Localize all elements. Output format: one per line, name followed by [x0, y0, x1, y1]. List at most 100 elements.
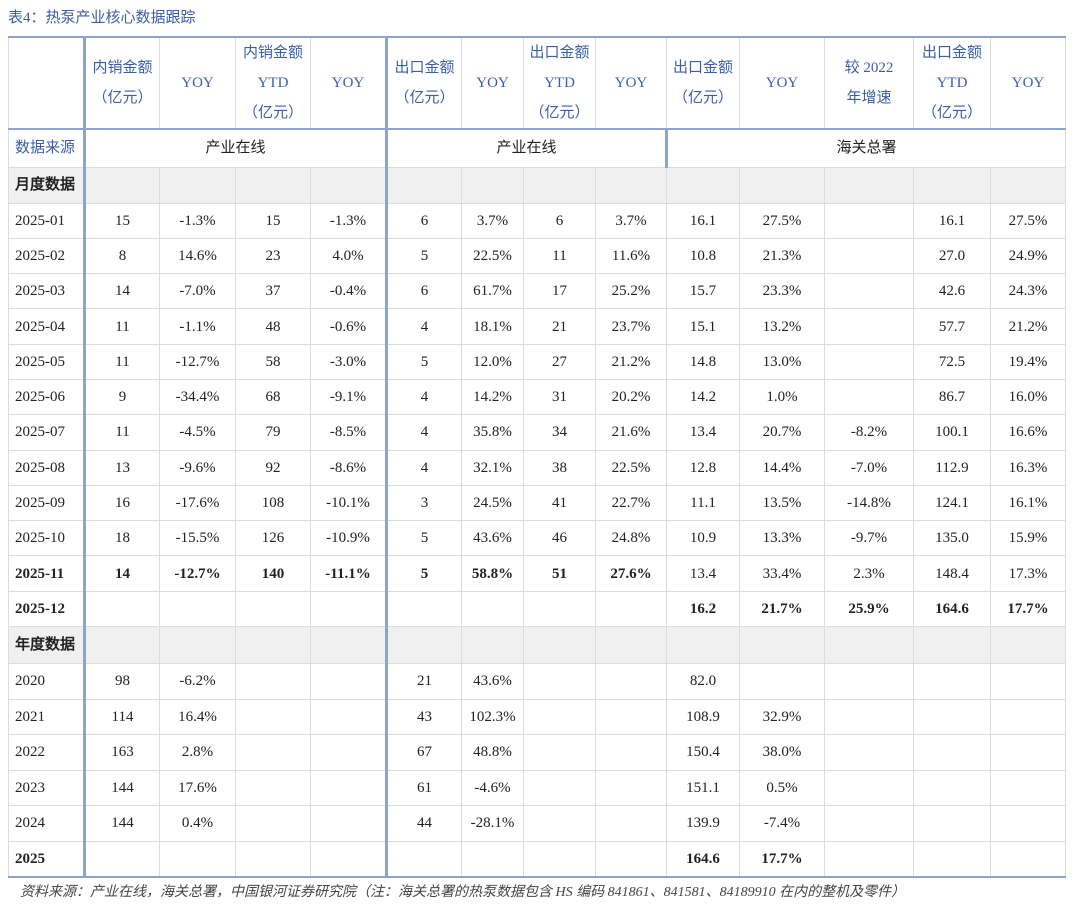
header-line: YOY — [331, 75, 365, 91]
data-cell: 17.6% — [159, 769, 236, 807]
data-cell — [824, 273, 914, 310]
data-cell: 124.1 — [913, 484, 991, 522]
header-line: YOY — [476, 75, 509, 91]
data-cell: 24.8% — [595, 520, 667, 557]
data-cell — [310, 769, 388, 807]
data-cell: -10.9% — [310, 520, 388, 557]
data-cell: 24.3% — [990, 273, 1066, 310]
data-cell: 35.8% — [461, 414, 524, 451]
data-cell: 51 — [523, 555, 596, 592]
data-table: 内销金额 （亿元） YOY 内销金额 YTD （亿元） YOY 出口金额 （亿元） YOY 出口金额… — [8, 36, 1066, 878]
data-cell: 17.7% — [739, 840, 825, 878]
data-cell — [595, 590, 667, 628]
data-cell: 14 — [84, 273, 160, 310]
row-label: 2025-12 — [8, 590, 86, 628]
header-line: 年增速 — [846, 90, 892, 106]
table-row: 2025 164.6 17.7% — [8, 840, 1066, 878]
source-group: 产业在线 — [84, 128, 388, 168]
data-cell: 58.8% — [461, 555, 524, 592]
source-group: 产业在线 — [386, 128, 668, 168]
column-header: 出口金额 YTD （亿元） — [523, 36, 596, 130]
data-cell: 12.8 — [666, 449, 740, 486]
data-cell — [235, 698, 311, 736]
data-cell — [913, 698, 991, 736]
data-cell: 100.1 — [913, 414, 991, 451]
row-label: 2020 — [8, 663, 86, 700]
data-cell: 135.0 — [913, 520, 991, 557]
data-cell: 2.8% — [159, 734, 236, 771]
section-label: 年度数据 — [8, 626, 86, 665]
column-header: YOY — [990, 36, 1066, 130]
data-cell — [235, 734, 311, 771]
data-cell: 21.3% — [739, 237, 825, 275]
data-cell: 23.3% — [739, 273, 825, 310]
data-cell: 4 — [386, 414, 462, 451]
data-cell: 114 — [84, 698, 160, 736]
data-cell: 4 — [386, 308, 462, 345]
data-cell: 23.7% — [595, 308, 667, 345]
data-cell — [595, 734, 667, 771]
header-line: YOY — [1011, 75, 1045, 91]
footnote: 资料来源：产业在线，海关总署，中国银河证券研究院（注：海关总署的热泵数据包含 H… — [20, 885, 906, 900]
data-cell: 13.2% — [739, 308, 825, 345]
data-cell: 4.0% — [310, 237, 388, 275]
data-cell: 32.9% — [739, 698, 825, 736]
data-cell: 10.8 — [666, 237, 740, 275]
row-label: 2025-08 — [8, 449, 86, 486]
data-cell: 0.4% — [159, 805, 236, 842]
data-cell: 11 — [84, 414, 160, 451]
column-header: YOY — [461, 36, 524, 130]
row-label: 2025 — [8, 840, 86, 878]
header-line: 出口金额 — [529, 45, 590, 61]
data-cell: 8 — [84, 237, 160, 275]
section-cell — [310, 166, 388, 204]
data-cell: 16.1% — [990, 484, 1066, 522]
data-cell: -9.6% — [159, 449, 236, 486]
data-cell: 23 — [235, 237, 311, 275]
data-cell: -8.2% — [824, 414, 914, 451]
data-cell: 1.0% — [739, 378, 825, 416]
data-cell — [913, 840, 991, 878]
data-cell: 43.6% — [461, 663, 524, 700]
data-cell — [386, 840, 462, 878]
data-cell: 31 — [523, 378, 596, 416]
header-line: YTD — [936, 75, 968, 91]
header-line: YOY — [614, 75, 648, 91]
row-label: 2025-03 — [8, 273, 86, 310]
data-cell: 27.6% — [595, 555, 667, 592]
data-cell — [84, 590, 160, 628]
data-cell — [235, 840, 311, 878]
data-cell: 14.8 — [666, 343, 740, 380]
data-cell: -1.3% — [159, 202, 236, 239]
data-cell: 164.6 — [666, 840, 740, 878]
data-cell: 11.6% — [595, 237, 667, 275]
data-cell: 11.1 — [666, 484, 740, 522]
data-cell: 68 — [235, 378, 311, 416]
data-cell: 32.1% — [461, 449, 524, 486]
data-cell: 17 — [523, 273, 596, 310]
data-cell: 44 — [386, 805, 462, 842]
data-cell: 21.6% — [595, 414, 667, 451]
column-header: 出口金额 YTD （亿元） — [913, 36, 991, 130]
data-cell — [523, 805, 596, 842]
data-cell: -4.6% — [461, 769, 524, 807]
data-cell: 148.4 — [913, 555, 991, 592]
data-cell: 3 — [386, 484, 462, 522]
section-cell — [235, 166, 311, 204]
data-cell — [84, 840, 160, 878]
data-cell: 5 — [386, 555, 462, 592]
data-cell: 4 — [386, 449, 462, 486]
section-cell — [386, 626, 462, 665]
source-group: 海关总署 — [666, 128, 1066, 168]
table-row: 2024 144 0.4% 44 -28.1% 139.9 -7.4% — [8, 805, 1066, 842]
data-cell: 16.1 — [913, 202, 991, 239]
section-cell — [461, 626, 524, 665]
data-cell: 4 — [386, 378, 462, 416]
column-header: YOY — [310, 36, 388, 130]
data-cell — [990, 840, 1066, 878]
data-cell — [824, 734, 914, 771]
data-cell — [824, 698, 914, 736]
data-cell: -0.6% — [310, 308, 388, 345]
data-cell: -9.7% — [824, 520, 914, 557]
